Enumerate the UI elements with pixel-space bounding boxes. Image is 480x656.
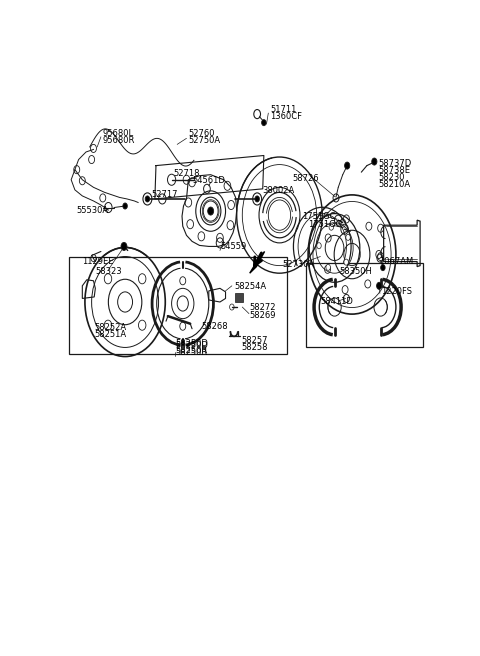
Text: 1360CF: 1360CF [270, 112, 302, 121]
Text: 58269: 58269 [250, 311, 276, 319]
Text: 58230: 58230 [378, 173, 405, 182]
Circle shape [255, 196, 259, 202]
Text: 58411D: 58411D [321, 297, 353, 306]
Text: 58726: 58726 [292, 174, 319, 183]
Text: 58254A: 58254A [234, 282, 266, 291]
Circle shape [329, 224, 334, 230]
Text: 52750A: 52750A [188, 136, 220, 145]
Text: 1129EE: 1129EE [83, 257, 114, 266]
Bar [305, 263, 423, 348]
Text: 58258: 58258 [241, 343, 268, 352]
Circle shape [208, 207, 214, 215]
Circle shape [345, 162, 350, 169]
Text: 54561D: 54561D [192, 176, 225, 185]
Text: 58257: 58257 [241, 336, 268, 345]
Text: 58250D: 58250D [175, 341, 208, 350]
Text: 38002A: 38002A [263, 186, 295, 195]
Circle shape [262, 119, 266, 126]
Circle shape [326, 264, 330, 270]
Text: 1751GC: 1751GC [309, 220, 342, 229]
Text: 58738E: 58738E [378, 166, 410, 175]
Text: 58250R: 58250R [175, 346, 207, 355]
Text: 1751GC: 1751GC [302, 212, 336, 220]
Text: 95680L: 95680L [103, 129, 134, 138]
Text: 58323: 58323 [96, 267, 122, 276]
Text: 58210A: 58210A [378, 180, 410, 190]
Bar [235, 293, 243, 302]
Circle shape [344, 259, 348, 265]
Text: 51711: 51711 [270, 104, 297, 113]
Circle shape [377, 282, 382, 289]
Circle shape [317, 243, 321, 249]
Text: 52717: 52717 [151, 190, 178, 199]
Text: 52730A: 52730A [282, 260, 315, 269]
Text: 55530A: 55530A [77, 205, 109, 215]
Text: 58268: 58268 [202, 321, 228, 331]
Text: 58350H: 58350H [339, 267, 372, 276]
Text: 58272: 58272 [250, 302, 276, 312]
Circle shape [372, 158, 377, 165]
Circle shape [346, 234, 350, 240]
Polygon shape [250, 251, 264, 273]
Circle shape [145, 196, 150, 202]
Text: 58250R: 58250R [175, 348, 207, 357]
Text: 54559: 54559 [220, 242, 246, 251]
Text: 1220FS: 1220FS [381, 287, 412, 297]
Circle shape [381, 264, 385, 271]
Bar [69, 256, 287, 354]
Text: 58252A: 58252A [94, 323, 126, 332]
Circle shape [121, 242, 127, 251]
Text: 58737D: 58737D [378, 159, 411, 168]
Circle shape [123, 203, 127, 209]
Text: 52718: 52718 [173, 169, 200, 178]
Text: 58251A: 58251A [94, 330, 126, 338]
Text: 58250D: 58250D [175, 339, 208, 348]
Text: 95680R: 95680R [103, 136, 135, 145]
Text: 52760: 52760 [188, 129, 215, 138]
Text: 1067AM: 1067AM [379, 257, 413, 266]
